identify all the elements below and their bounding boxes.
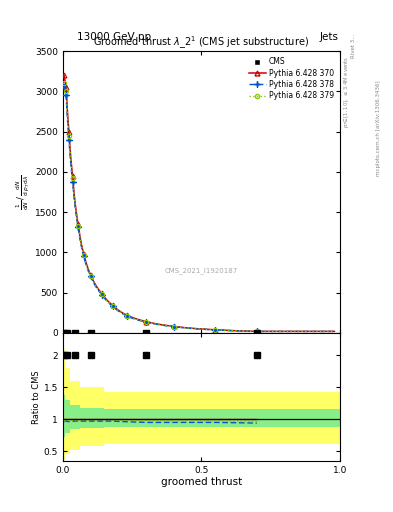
Y-axis label: Ratio to CMS: Ratio to CMS: [32, 370, 41, 423]
Text: $p_T\!\in\![1,10],\,{\geq}\,3.4\mathrm{M}$ events: $p_T\!\in\![1,10],\,{\geq}\,3.4\mathrm{M…: [342, 56, 351, 129]
Text: Rivet 3...: Rivet 3...: [351, 34, 356, 58]
Text: mcplots.cern.ch [arXiv:1306.3436]: mcplots.cern.ch [arXiv:1306.3436]: [376, 80, 380, 176]
Text: Jets: Jets: [320, 32, 339, 42]
Text: 13000 GeV pp: 13000 GeV pp: [77, 32, 151, 42]
Y-axis label: $\frac{1}{\mathrm{d}N}\,/\,\frac{\mathrm{d}N}{\mathrm{d}\,p_T\,\mathrm{d}\lambda: $\frac{1}{\mathrm{d}N}\,/\,\frac{\mathrm…: [15, 174, 32, 210]
X-axis label: groomed thrust: groomed thrust: [161, 477, 242, 487]
Text: CMS_2021_I1920187: CMS_2021_I1920187: [165, 267, 238, 274]
Title: Groomed thrust $\lambda\_2^1$ (CMS jet substructure): Groomed thrust $\lambda\_2^1$ (CMS jet s…: [94, 35, 309, 51]
Legend: CMS, Pythia 6.428 370, Pythia 6.428 378, Pythia 6.428 379: CMS, Pythia 6.428 370, Pythia 6.428 378,…: [246, 55, 336, 102]
